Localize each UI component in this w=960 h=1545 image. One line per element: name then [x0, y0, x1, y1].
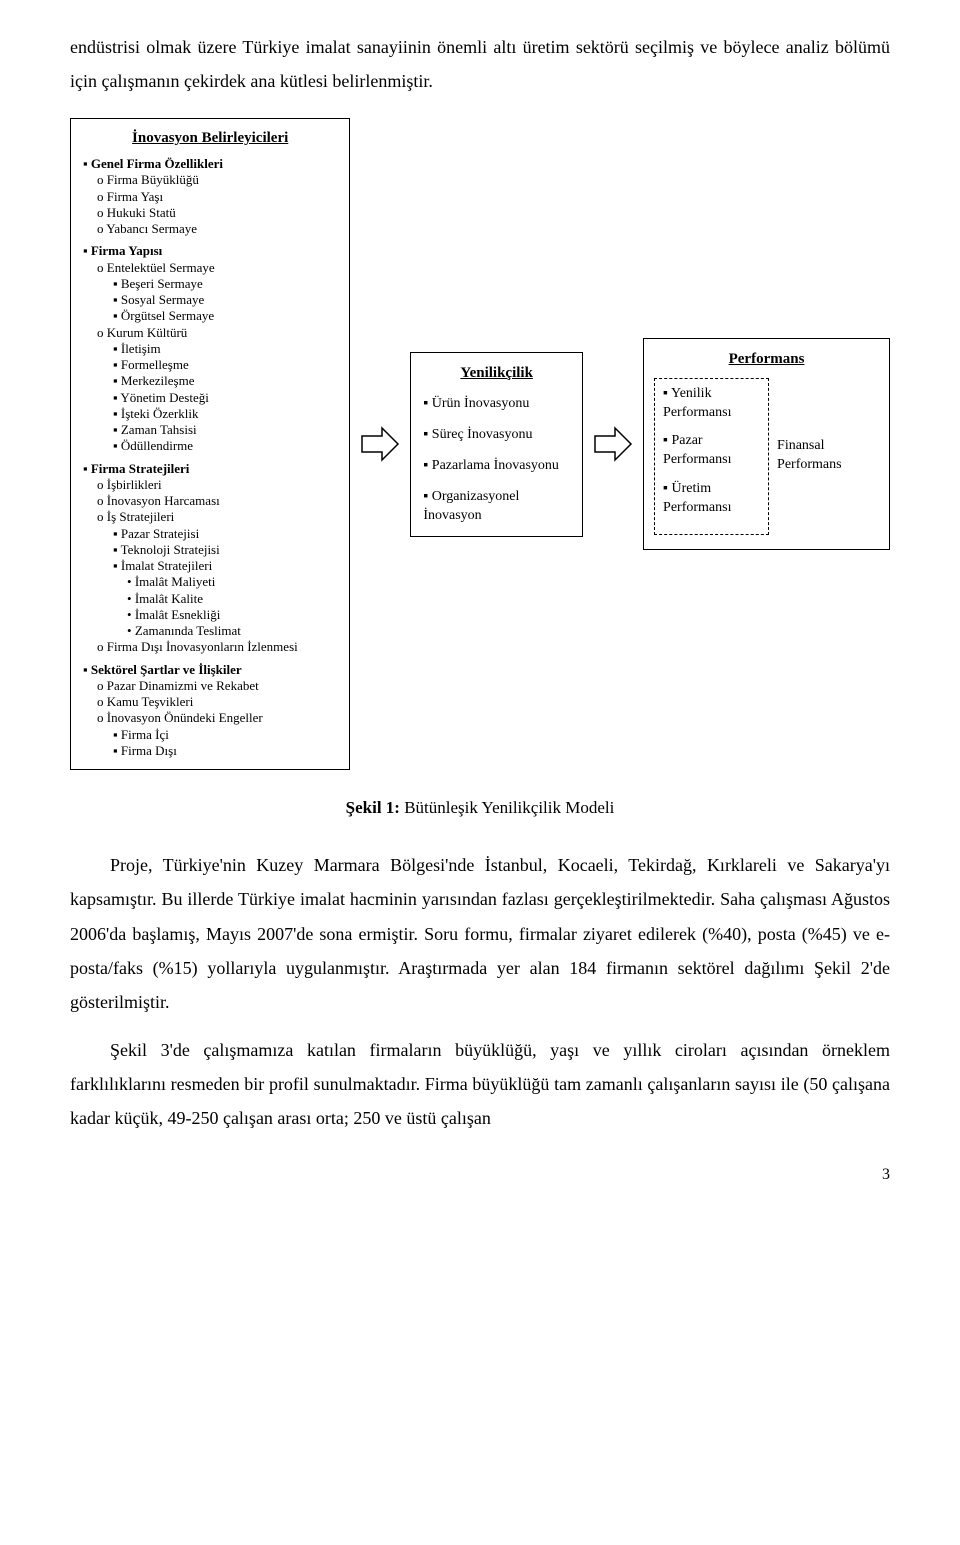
box1-item: Yabancı Sermaye	[97, 221, 337, 237]
box1-item: Firma İçi	[113, 727, 337, 743]
box1-item: İş Stratejileri	[97, 509, 337, 525]
box1-item: İmalât Esnekliği	[127, 607, 337, 623]
paragraph-1: Proje, Türkiye'nin Kuzey Marmara Bölgesi…	[70, 848, 890, 1019]
box1-item: Firma Yapısı	[83, 243, 337, 259]
box1-item: Zamanında Teslimat	[127, 623, 337, 639]
box3-left-item: Üretim Performansı	[663, 480, 760, 518]
page: endüstrisi olmak üzere Türkiye imalat sa…	[0, 0, 960, 1214]
caption-prefix: Şekil 1:	[346, 798, 400, 817]
box1-item: Formelleşme	[113, 357, 337, 373]
box1-item: Zaman Tahsisi	[113, 422, 337, 438]
caption-text: Bütünleşik Yenilikçilik Modeli	[404, 798, 614, 817]
figure-1-diagram: İnovasyon Belirleyicileri Genel Firma Öz…	[70, 118, 890, 770]
box2-item: Pazarlama İnovasyonu	[423, 457, 570, 476]
box1-item: İşteki Özerklik	[113, 406, 337, 422]
box2-title: Yenilikçilik	[423, 363, 570, 383]
page-number: 3	[70, 1166, 890, 1184]
box1-item: Merkezileşme	[113, 373, 337, 389]
box1-items: Genel Firma ÖzellikleriFirma BüyüklüğüFi…	[83, 156, 337, 759]
arrow-2	[593, 424, 633, 464]
box3-title: Performans	[654, 349, 879, 369]
box1-item: Yönetim Desteği	[113, 390, 337, 406]
box2-item: Ürün İnovasyonu	[423, 395, 570, 414]
box1-item: Pazar Dinamizmi ve Rekabet	[97, 678, 337, 694]
box2-item: Organizasyonel İnovasyon	[423, 488, 570, 526]
box1-item: İnovasyon Önündeki Engeller	[97, 710, 337, 726]
box1-item: İletişim	[113, 341, 337, 357]
box1-item: Entelektüel Sermaye	[97, 260, 337, 276]
box1-item: Firma Stratejileri	[83, 461, 337, 477]
box1-item: Sektörel Şartlar ve İlişkiler	[83, 662, 337, 678]
box1-item: İnovasyon Harcaması	[97, 493, 337, 509]
figure-1-caption: Şekil 1: Bütünleşik Yenilikçilik Modeli	[70, 798, 890, 818]
box-innovativeness: Yenilikçilik Ürün İnovasyonu Süreç İnovas…	[410, 352, 583, 537]
box1-item: Kamu Teşvikleri	[97, 694, 337, 710]
box1-item: Firma Dışı	[113, 743, 337, 759]
intro-paragraph: endüstrisi olmak üzere Türkiye imalat sa…	[70, 30, 890, 98]
box1-item: Kurum Kültürü	[97, 325, 337, 341]
paragraph-2: Şekil 3'de çalışmamıza katılan firmaları…	[70, 1033, 890, 1136]
box2-items: Ürün İnovasyonu Süreç İnovasyonu Pazarlama…	[423, 395, 570, 525]
box1-item: Beşeri Sermaye	[113, 276, 337, 292]
box-innovation-determinants: İnovasyon Belirleyicileri Genel Firma Öz…	[70, 118, 350, 770]
box3-left-item: Yenilik Performansı	[663, 385, 760, 423]
box3-left-items: Yenilik Performansı Pazar Performansı Üret…	[654, 378, 769, 535]
box1-item: İmalât Maliyeti	[127, 574, 337, 590]
box-performance: Performans Yenilik Performansı Pazar Perf…	[643, 338, 890, 550]
box1-item: Ödüllendirme	[113, 438, 337, 454]
box1-item: Firma Yaşı	[97, 189, 337, 205]
box2-item: Süreç İnovasyonu	[423, 426, 570, 445]
box1-item: Teknoloji Stratejisi	[113, 542, 337, 558]
box1-item: Örgütsel Sermaye	[113, 308, 337, 324]
box3-left-item: Pazar Performansı	[663, 432, 760, 470]
box1-item: Sosyal Sermaye	[113, 292, 337, 308]
box1-item: Firma Büyüklüğü	[97, 172, 337, 188]
box3-right-label: Finansal Performans	[777, 378, 867, 535]
box1-item: Pazar Stratejisi	[113, 526, 337, 542]
box1-item: Firma Dışı İnovasyonların İzlenmesi	[97, 639, 337, 655]
box1-title: İnovasyon Belirleyicileri	[83, 129, 337, 148]
box1-item: İmalât Kalite	[127, 591, 337, 607]
box1-item: İşbirlikleri	[97, 477, 337, 493]
box1-item: İmalat Stratejileri	[113, 558, 337, 574]
arrow-1	[360, 424, 400, 464]
box1-item: Hukuki Statü	[97, 205, 337, 221]
box1-item: Genel Firma Özellikleri	[83, 156, 337, 172]
